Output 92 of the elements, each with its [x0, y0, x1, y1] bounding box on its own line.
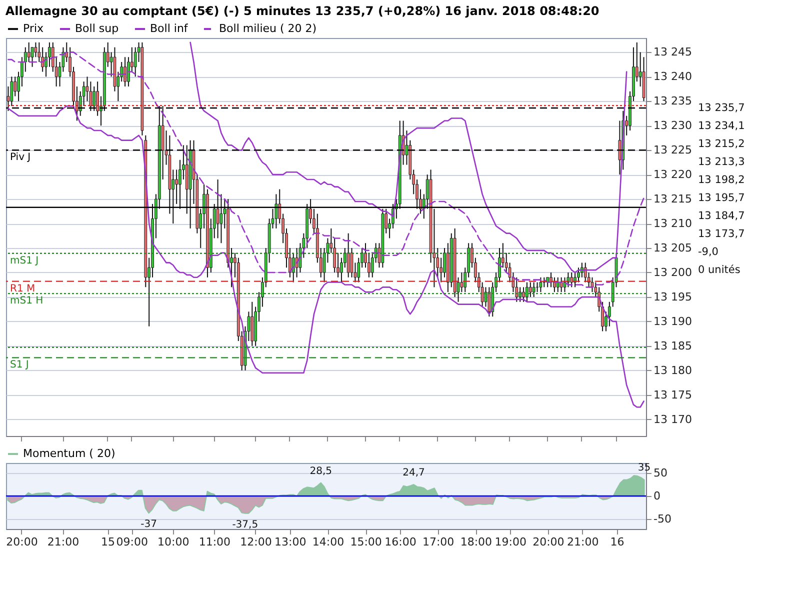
y-tick-label: 13 240 — [654, 70, 692, 84]
candlestick — [30, 46, 34, 68]
chart-title: Allemagne 30 au comptant (5€) (-) 5 minutes 13 235,7 (+0,28%) 16 janv. 2018 08:48:20 — [5, 4, 600, 18]
candlestick — [175, 169, 178, 204]
x-tick-label: 16:00 — [384, 536, 416, 548]
candlestick — [220, 194, 223, 244]
candlestick — [590, 276, 594, 293]
candlestick — [518, 286, 522, 302]
candlestick — [346, 232, 350, 278]
x-tick-label: 14:00 — [312, 536, 344, 548]
candlestick — [560, 276, 563, 293]
text: 13 198,2 — [698, 174, 745, 186]
candlestick — [124, 56, 126, 87]
candlestick — [539, 276, 542, 293]
y-tick-label: 13 180 — [654, 364, 692, 377]
x-tick-label: 21:00 — [566, 536, 599, 548]
x-tick-label: 09:00 — [116, 536, 148, 548]
candlestick — [552, 276, 556, 293]
candlestick — [526, 282, 528, 302]
data-label: -37,5 — [232, 519, 258, 530]
text: 0 unités — [698, 264, 740, 276]
y-tick-label: 0 — [654, 490, 660, 502]
line-series — [8, 105, 644, 408]
candlestick — [515, 276, 518, 302]
candlestick — [488, 286, 491, 318]
y-tick-label: 13 225 — [654, 144, 692, 157]
text: 13 213,3 — [698, 156, 745, 168]
x-tick-label: 13:00 — [274, 536, 306, 548]
y-tick-label: 13 170 — [654, 412, 692, 426]
y-tick-label: 13 195 — [654, 290, 692, 304]
text: 13 215,2 — [698, 138, 745, 150]
legend-label: Boll sup — [75, 22, 119, 35]
data-label: 35 — [638, 462, 651, 474]
candlestick — [34, 42, 38, 58]
y-tick-label: 13 215 — [654, 192, 692, 206]
y-tick-label: 13 235 — [654, 94, 692, 108]
candlestick — [570, 272, 574, 288]
y-tick-label: 13 175 — [654, 388, 692, 402]
text: 13 235,7 — [698, 102, 745, 114]
candlestick — [460, 272, 464, 293]
x-tick-label: 15 — [101, 536, 116, 548]
x-tick-label: 12:00 — [240, 536, 272, 548]
x-tick-label: 20:00 — [532, 536, 564, 548]
x-tick-label: 10:00 — [158, 536, 190, 548]
candlestick — [618, 120, 622, 176]
x-tick-label: 15:00 — [350, 536, 382, 548]
legend-label: Boll milieu ( 20 2) — [219, 22, 317, 35]
candlestick — [292, 252, 295, 283]
y-tick-label: 13 210 — [654, 217, 692, 230]
candlestick — [584, 262, 587, 283]
y-tick-label: -50 — [654, 512, 672, 526]
text: 13 195,7 — [698, 192, 745, 204]
y-tick-label: 13 245 — [654, 46, 692, 59]
y-tick-label: 13 200 — [654, 266, 692, 279]
candlestick — [92, 86, 96, 112]
data-label: 28,5 — [310, 466, 332, 477]
candlestick — [522, 286, 525, 302]
x-tick-label: 11:00 — [198, 536, 231, 548]
text: 13 184,7 — [698, 210, 745, 222]
y-tick-label: 13 190 — [654, 314, 692, 328]
x-tick-label: 17:00 — [422, 536, 454, 548]
candlestick — [532, 282, 536, 298]
candlestick — [528, 282, 532, 298]
candlestick — [563, 276, 566, 293]
candlestick — [274, 194, 278, 229]
ref-line-label: R1 M — [10, 283, 36, 294]
y-tick-label: 13 185 — [654, 339, 692, 352]
y-tick-label: 13 230 — [654, 119, 692, 132]
text: 13 234,1 — [698, 120, 745, 132]
y-tick-label: 13 205 — [654, 242, 692, 255]
x-tick-label: 19:00 — [494, 536, 526, 548]
x-tick-label: 20:00 — [6, 536, 38, 548]
x-tick-label: 16 — [610, 536, 624, 548]
text: -9,0 — [698, 246, 718, 258]
ref-line-label: mS1 H — [10, 296, 44, 307]
candlestick — [10, 76, 14, 107]
legend-label: Momentum ( 20) — [23, 447, 116, 460]
x-tick-label: 18:00 — [460, 536, 492, 548]
text: 13 173,7 — [698, 228, 745, 240]
legend-label: Boll inf — [150, 22, 189, 35]
candlestick — [27, 42, 30, 62]
ref-line-label: S1 J — [10, 360, 29, 371]
y-tick-label: 50 — [654, 466, 668, 480]
series-label: Prix — [23, 22, 44, 35]
ref-line-label: mS1 J — [10, 255, 39, 266]
data-label: -37 — [140, 519, 157, 530]
x-tick-label: 21:00 — [47, 536, 80, 548]
y-tick-label: 13 220 — [654, 168, 692, 182]
data-label: 24,7 — [402, 468, 425, 479]
candlestick — [216, 178, 220, 239]
ref-line-label: Piv J — [10, 152, 31, 164]
candlestick — [134, 46, 137, 78]
